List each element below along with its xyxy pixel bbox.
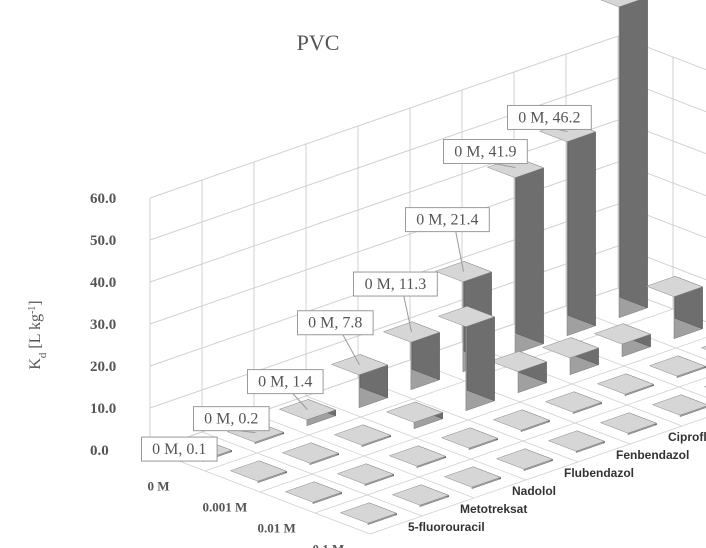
bar	[489, 350, 548, 394]
bar	[330, 354, 389, 409]
bar	[492, 409, 551, 433]
svg-text:0 M, 11.3: 0 M, 11.3	[365, 276, 427, 293]
y-tick-label: 0.0	[90, 443, 109, 459]
grid-line	[149, 77, 706, 241]
y-tick-label: 20.0	[90, 359, 116, 375]
y-tick-label: 10.0	[90, 401, 116, 417]
data-labels: 0 M, 0.1 0 M, 0.2 0 M, 1.4 0 M, 7.8 0 M, 11.…	[141, 104, 592, 462]
y-axis-label-unit-end: ]	[27, 300, 44, 305]
bar	[541, 337, 600, 376]
x-tick-label: 0.001 M	[203, 500, 248, 515]
bar	[645, 275, 704, 340]
axes: 0.0 10.0 20.0 30.0 40.0 50.0 60.0 0 M 0.001 M 0.0…	[90, 191, 706, 548]
depth-tick-label: 5-fluorouracil	[408, 520, 485, 534]
y-tick-label: 60.0	[90, 191, 116, 207]
svg-text:0 M, 21.4: 0 M, 21.4	[416, 212, 478, 229]
y-axis-label-unit-sup: -1	[27, 306, 38, 314]
y-tick-label: 40.0	[90, 275, 116, 291]
floor-line	[617, 287, 706, 323]
bars	[174, 0, 706, 526]
bar	[391, 484, 450, 508]
grid-line	[149, 161, 706, 325]
bar	[538, 120, 597, 337]
chart-title: PVC	[297, 30, 340, 55]
y-axis-label: Kd [L kg-1]	[27, 300, 50, 369]
data-label: 0 M, 41.9	[443, 139, 528, 169]
data-label: 0 M, 11.3	[353, 271, 438, 333]
data-label: 0 M, 46.2	[507, 104, 592, 132]
y-tick-label: 30.0	[90, 317, 116, 333]
depth-tick-label: Fenbendazol	[616, 448, 689, 462]
depth-tick-label: Flubendazol	[564, 466, 634, 480]
depth-tick-label: Metotreksat	[460, 502, 527, 516]
bar	[333, 424, 392, 448]
bar	[544, 391, 603, 415]
data-label: 0 M, 1.4	[247, 369, 324, 410]
svg-text:0 M, 1.4: 0 M, 1.4	[258, 374, 312, 391]
bar	[440, 427, 499, 451]
bar	[700, 345, 706, 350]
svg-text:0 M, 0.1: 0 M, 0.1	[152, 441, 206, 458]
data-label: 0 M, 21.4	[405, 207, 490, 272]
grid-line	[149, 35, 706, 199]
x-tick-label: 0 M	[148, 479, 170, 494]
x-tick-label: 0.01 M	[258, 521, 296, 536]
data-label: 0 M, 0.1	[141, 436, 218, 462]
bar	[278, 399, 337, 427]
bar	[596, 373, 655, 397]
svg-text:0 M, 46.2: 0 M, 46.2	[518, 109, 580, 126]
floor-line	[369, 417, 706, 535]
bar	[385, 401, 444, 430]
data-label: 0 M, 0.2	[193, 406, 270, 434]
y-axis-label-unit: [L kg	[27, 314, 44, 353]
bar	[437, 305, 496, 412]
data-label: 0 M, 7.8	[297, 310, 374, 365]
depth-tick-label: Ciprofloksacin	[668, 430, 706, 444]
floor-line	[259, 337, 706, 493]
bar	[600, 0, 648, 319]
bar	[382, 321, 441, 391]
bar	[593, 323, 652, 358]
bar	[284, 481, 343, 505]
bar	[486, 156, 545, 355]
floor-line	[204, 308, 674, 472]
y-tick-label: 50.0	[90, 233, 116, 249]
bar	[229, 460, 288, 484]
x-tick-label: 0.1 M	[313, 542, 345, 548]
bar	[336, 463, 395, 487]
bar	[495, 448, 554, 472]
bar	[281, 442, 340, 466]
y-axis-label-sub: d	[37, 352, 49, 358]
bar	[339, 502, 398, 526]
bar	[648, 355, 706, 379]
bar	[388, 445, 447, 469]
svg-text:0 M, 7.8: 0 M, 7.8	[308, 315, 362, 332]
bar	[651, 394, 706, 418]
svg-text:0 M, 41.9: 0 M, 41.9	[454, 144, 516, 161]
grid-line	[149, 119, 706, 283]
y-axis-label-main: K	[27, 358, 44, 370]
depth-tick-label: Nadolol	[512, 484, 556, 498]
grid-line	[149, 245, 706, 409]
svg-text:0 M, 0.2: 0 M, 0.2	[204, 411, 258, 428]
bar	[443, 466, 502, 490]
bar	[547, 430, 606, 454]
floor-line	[314, 377, 706, 514]
bar	[599, 412, 658, 436]
